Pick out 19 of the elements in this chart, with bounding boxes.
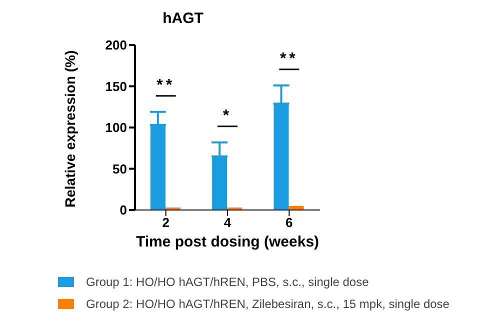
bar bbox=[150, 125, 166, 210]
y-tick-label: 150 bbox=[105, 78, 127, 94]
y-axis-title: Relative expression (%) bbox=[62, 50, 78, 208]
x-tick-label: 2 bbox=[162, 215, 170, 230]
x-tick-label: 4 bbox=[224, 215, 232, 230]
y-tick-label: 50 bbox=[112, 161, 127, 176]
x-tick-label: 6 bbox=[286, 215, 293, 230]
chart-title: hAGT bbox=[162, 10, 204, 27]
bar bbox=[274, 104, 289, 210]
y-tick-label: 100 bbox=[105, 120, 127, 136]
annotation: ** bbox=[280, 50, 298, 68]
annotation: ** bbox=[156, 76, 176, 94]
legend-label: Group 1: HO/HO hAGT/hREN, PBS, s.c., single dose bbox=[86, 275, 369, 289]
bar bbox=[212, 156, 228, 210]
y-tick-label: 0 bbox=[120, 202, 127, 218]
annotation: * bbox=[222, 107, 232, 124]
x-axis-title: Time post dosing (weeks) bbox=[136, 234, 320, 251]
y-tick-label: 200 bbox=[105, 38, 127, 53]
legend-label: Group 2: HO/HO hAGT/hREN, Zilebesiran, s.c., 15 mpk, single dose bbox=[86, 297, 450, 311]
